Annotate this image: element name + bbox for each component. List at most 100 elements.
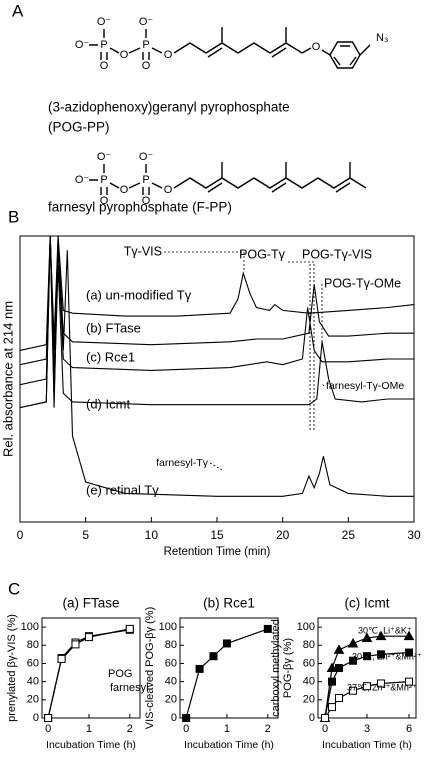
atom-label: O [100,195,109,207]
marker [333,644,345,654]
x-tick-label: 0 [17,528,24,542]
y-tick-label: 100 [21,621,39,633]
x-tick-label: 2 [127,723,133,735]
peak-annotation: farnesyl-Tγ [156,457,209,469]
x-tick-label: 30 [407,528,421,542]
y-axis-label: POG-βγ (%) [282,638,294,698]
y-tick-label: 60 [165,657,177,669]
x-tick-label: 5 [82,528,89,542]
y-tick-label: 0 [33,712,39,724]
atom-label: O [164,49,173,61]
marker [328,677,336,686]
atom-label: P [100,174,107,186]
marker [321,714,329,722]
y-tick-label: 20 [303,694,315,706]
atom-label: P [100,39,107,51]
x-tick-label: 2 [265,723,271,735]
marker [377,679,385,688]
y-tick-label: 80 [303,639,315,651]
peak-annotation: POG-Tγ [239,247,286,261]
chart-title: (a) FTase [62,596,119,611]
peak-annotation: POG-Tγ-VIS [302,247,372,261]
y-tick-label: 60 [303,657,315,669]
x-tick-label: 3 [364,723,370,735]
peak-annotation: Tγ-VIS [124,244,162,258]
x-tick-label: 0 [322,723,328,735]
chart-title: (c) Icmt [345,596,390,611]
y-tick-label: 0 [309,712,315,724]
series-label: 37℃, Zn²⁺&Mn²⁺ [347,682,417,692]
peak-annotation: farnesyl-Tγ-OMe [326,380,404,392]
marker [328,703,336,712]
atom-label: O⁻ [75,174,90,186]
y-tick-label: 40 [303,676,315,688]
marker [263,624,272,633]
marker [361,632,373,642]
atom-label: O [164,184,173,196]
leader [288,261,315,430]
panel-label: A [12,1,24,20]
atom-label: O⁻ [139,151,154,163]
y-axis-label: carboxyl methylated [270,619,282,717]
marker [209,652,218,661]
panel-label: C [8,579,20,598]
series-label: 30℃, Zn²⁺&Mn²⁺ [352,651,422,661]
x-tick-label: 10 [145,528,159,542]
atom-label: O⁻ [75,39,90,51]
marker [71,640,80,649]
atom-label: N₃ [376,32,388,44]
y-axis-label: VIS-cleaved POG-βγ (%) [144,607,156,729]
atom-label: O⁻ [97,16,112,28]
x-tick-label: 6 [406,723,412,735]
marker [363,652,371,661]
x-axis-label: Incubation Time (h) [46,739,136,751]
marker [335,694,343,702]
series-label: farnesyl [110,682,149,694]
plot-frame [179,617,279,719]
x-tick-label: 1 [224,723,230,735]
leader [164,251,245,272]
y-tick-label: 100 [159,621,177,633]
y-tick-label: 20 [165,694,177,706]
leader [321,383,325,387]
x-tick-label: 1 [86,723,92,735]
atom-label: P [142,174,149,186]
marker [84,633,93,642]
y-tick-label: 0 [171,712,177,724]
x-axis-label: Incubation Time (h) [184,739,274,751]
series-label: POG [108,668,132,680]
x-tick-label: 15 [210,528,224,542]
y-axis-label: prenylated βγ-VIS (%) [6,614,18,722]
y-tick-label: 20 [27,694,39,706]
atom-label: O [120,184,129,196]
bond [89,162,367,195]
y-tick-label: 40 [27,676,39,688]
x-tick-label: 20 [276,528,290,542]
chart-title: (b) Rce1 [203,596,255,611]
y-tick-label: 80 [27,639,39,651]
marker [349,686,357,695]
marker [403,630,415,641]
atom-label: O⁻ [97,151,112,163]
compound-name: farnesyl pyrophosphate (F-PP) [48,200,232,215]
marker [347,637,359,648]
marker [375,630,387,641]
y-tick-label: 80 [165,639,177,651]
marker [349,656,357,665]
marker [363,682,371,691]
marker [57,654,66,663]
x-tick-label: 0 [45,723,51,735]
trace-label: (d) Icmt [86,396,130,411]
marker [405,648,413,657]
plot-frame [41,617,141,719]
compound-name: (3-azidophenoxy)geranyl pyrophosphate [48,100,290,115]
atom-label: P [142,39,149,51]
marker [405,677,413,686]
marker [335,664,343,672]
marker [125,624,134,633]
trace-label: (b) FTase [86,320,141,335]
compound-name: (POG-PP) [48,120,110,135]
atom-label: O [142,195,151,207]
atom-label: O [100,60,109,72]
